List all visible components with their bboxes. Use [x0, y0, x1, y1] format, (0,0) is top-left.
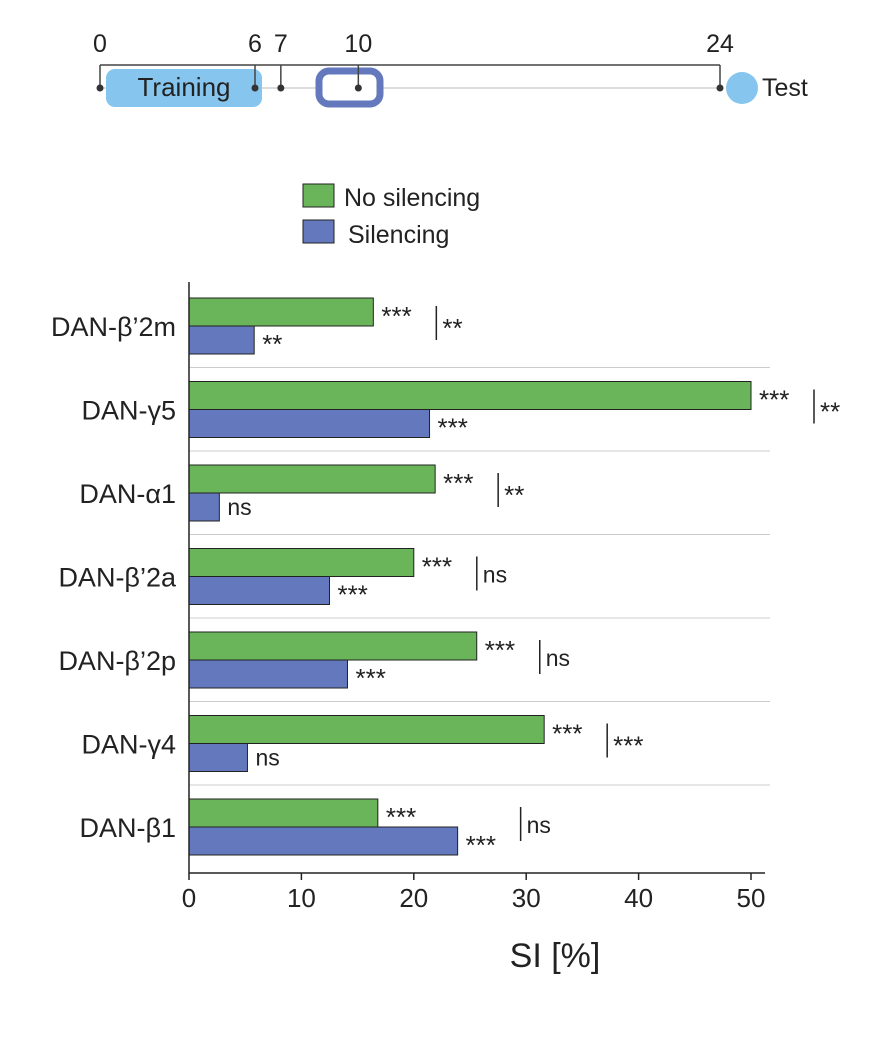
- bar-silencing: [188, 409, 431, 438]
- bar-silencing: [188, 492, 220, 522]
- x-axis-label: SI [%]: [510, 937, 601, 975]
- bar-no-silencing: [188, 381, 752, 410]
- bar-no-silencing: [188, 798, 379, 828]
- bar-silencing: [188, 325, 255, 355]
- timeline-dot: [96, 84, 104, 92]
- significance-label: ns: [227, 494, 251, 520]
- legend-swatch-no-silencing: [302, 183, 335, 208]
- comparison-significance-label: **: [504, 480, 524, 510]
- timeline-tick-label: 6: [248, 30, 262, 58]
- legend: No silencing Silencing: [302, 183, 480, 249]
- timeline-tick-label: 24: [706, 30, 734, 58]
- significance-label: ***: [466, 830, 496, 860]
- timeline-dot: [716, 84, 724, 92]
- comparison-significance-label: ns: [546, 645, 570, 671]
- x-tick-label: 50: [737, 883, 766, 913]
- timeline-tick-label: 10: [344, 30, 372, 58]
- bar-no-silencing: [188, 715, 545, 744]
- significance-label: ***: [759, 385, 789, 415]
- category-label: DAN-γ5: [81, 396, 176, 426]
- comparison-significance-label: ns: [527, 812, 551, 838]
- timeline-dot: [277, 84, 285, 92]
- timeline-dot: [354, 84, 362, 92]
- comparison-significance-label: **: [820, 397, 840, 427]
- legend-label-silencing: Silencing: [348, 221, 449, 249]
- significance-label: ***: [355, 663, 385, 693]
- significance-label: ***: [422, 552, 452, 582]
- timeline-tick-label: 0: [93, 30, 107, 58]
- x-tick-label: 0: [182, 883, 196, 913]
- test-marker: [726, 72, 758, 104]
- x-tick-label: 10: [287, 883, 316, 913]
- training-block: [106, 69, 262, 107]
- bar-no-silencing: [188, 631, 478, 661]
- timeline-dot: [251, 84, 259, 92]
- significance-label: ***: [438, 413, 468, 443]
- bar-no-silencing: [188, 548, 415, 577]
- plot-area: DAN-β’2m *******DAN-γ5 ********DAN-α1 ***ns…: [51, 282, 840, 913]
- category-label: DAN-γ4: [81, 730, 176, 760]
- bar-silencing: [188, 576, 330, 605]
- bar-silencing: [188, 743, 248, 772]
- training-label: Training: [138, 72, 231, 102]
- legend-swatch-silencing: [302, 219, 335, 244]
- x-tick-label: 30: [512, 883, 541, 913]
- significance-label: ***: [338, 580, 368, 610]
- significance-label: ***: [552, 719, 582, 749]
- significance-label: ***: [485, 635, 515, 665]
- bar-no-silencing: [188, 464, 436, 494]
- x-tick-label: 20: [399, 883, 428, 913]
- significance-label: ns: [255, 745, 279, 771]
- category-label: DAN-β’2m: [51, 312, 176, 342]
- bar-no-silencing: [188, 297, 374, 327]
- test-label: Test: [762, 74, 808, 102]
- significance-label: **: [262, 329, 282, 359]
- comparison-significance-label: ns: [483, 562, 507, 588]
- timeline-tick-label: 7: [274, 30, 288, 58]
- category-label: DAN-α1: [79, 479, 176, 509]
- category-label: DAN-β1: [79, 813, 176, 843]
- significance-label: ***: [381, 301, 411, 331]
- x-tick-label: 40: [624, 883, 653, 913]
- silencing-window: [315, 67, 384, 108]
- bar-silencing: [188, 826, 459, 856]
- bar-silencing: [188, 659, 348, 689]
- timeline: Training Test 0 6 7 10 24: [93, 30, 808, 108]
- comparison-significance-label: ***: [613, 731, 643, 761]
- comparison-significance-label: **: [442, 313, 462, 343]
- significance-label: ***: [443, 468, 473, 498]
- legend-label-no-silencing: No silencing: [344, 184, 480, 212]
- category-label: DAN-β’2a: [58, 563, 177, 593]
- category-label: DAN-β’2p: [58, 646, 176, 676]
